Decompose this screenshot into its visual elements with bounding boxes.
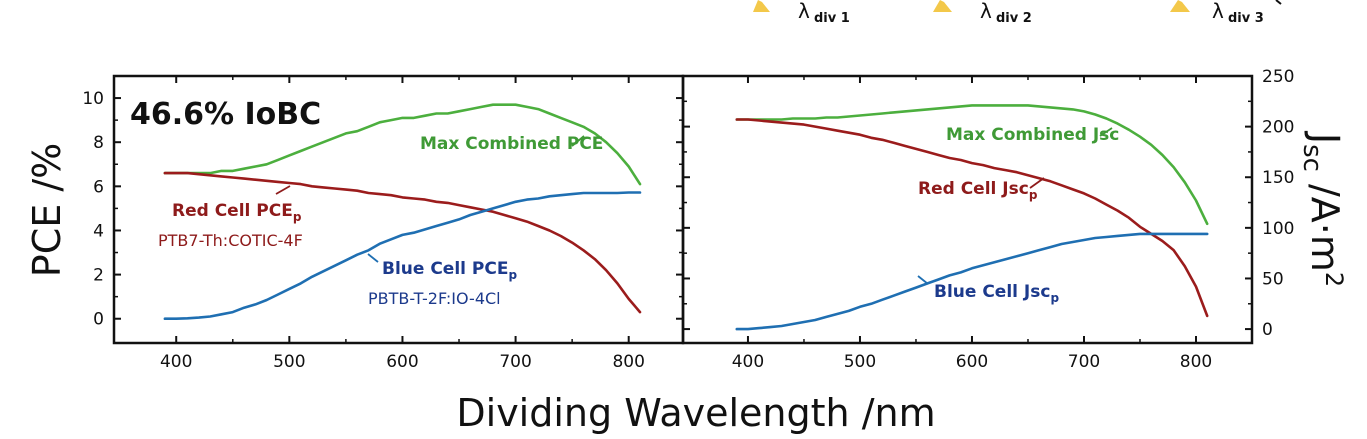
- left-y-tick-label-10: 10: [82, 89, 104, 109]
- left-y-tick-label-2: 2: [93, 266, 104, 286]
- lambda-div3-symbol: λ: [1212, 0, 1224, 23]
- label-red-cell-jsc: Red Cell Jscp: [918, 177, 1045, 202]
- right-y-tick-label-150: 150: [1262, 168, 1294, 188]
- label-max-combined-jsc-text: Max Combined Jsc: [946, 125, 1119, 145]
- blue-cell-pce-sub: p: [508, 268, 517, 282]
- right-plot-frame: [681, 74, 1254, 345]
- right-y-tick-label-100: 100: [1262, 219, 1294, 239]
- right-axis-ticks: 400 500 600 700 800 0 50 100 150 200 250: [683, 67, 1294, 372]
- lambda-div3-sub: div 3: [1228, 11, 1264, 26]
- red-cell-jsc-name: Red Cell Jsc: [918, 179, 1029, 199]
- marker-icon-1: [753, 0, 770, 12]
- leader-max-combined-pce: [571, 135, 585, 147]
- left-y-tick-label-0: 0: [93, 310, 104, 330]
- left-series-line-blue-cell-pce: [163, 191, 642, 321]
- left-x-tick-label-400: 400: [160, 352, 192, 372]
- label-max-combined-pce-text: Max Combined PCE: [420, 134, 603, 154]
- top-legend: λ div 1 λ div 2 λ div 3: [753, 0, 1282, 26]
- right-x-tick-label-800: 800: [1180, 352, 1212, 372]
- marker-icon-3: [1170, 0, 1190, 12]
- label-max-combined-pce: Max Combined PCE: [420, 134, 603, 154]
- right-x-tick-label-500: 500: [844, 352, 876, 372]
- right-y-tick-label-200: 200: [1262, 118, 1294, 138]
- left-y-tick-label-4: 4: [93, 221, 104, 241]
- left-axis-ticks: 400 500 600 700 800 0 2 4 6 8 10: [82, 76, 683, 372]
- right-y-axis-title-unit: /A·m: [1303, 172, 1347, 272]
- blue-cell-pce-name: Blue Cell PCE: [382, 259, 508, 279]
- blue-cell-jsc-sub: p: [1050, 291, 1059, 305]
- leader-red-cell-pce: [275, 185, 291, 195]
- marker-icon-2: [933, 0, 952, 12]
- leader-red-cell-jsc: [1029, 177, 1045, 189]
- right-y-tick-label-50: 50: [1262, 269, 1284, 289]
- right-series: [735, 104, 1209, 331]
- right-y-tick-label-250: 250: [1262, 67, 1294, 87]
- right-y-axis-title: Jsc /A·m2: [1297, 131, 1348, 287]
- left-y-tick-label-8: 8: [93, 133, 104, 153]
- left-series: [163, 103, 642, 321]
- label-red-cell-pce-text: Red Cell PCEp: [172, 201, 302, 224]
- right-x-tick-label-400: 400: [732, 352, 764, 372]
- right-y-axis-title-main: J: [1303, 131, 1347, 144]
- red-cell-jsc-sub: p: [1029, 188, 1038, 202]
- label-blue-cell-jsc-text: Blue Cell Jscp: [934, 282, 1059, 305]
- left-x-tick-label-700: 700: [499, 352, 531, 372]
- left-series-line-max-combined-pce: [163, 103, 642, 186]
- right-x-tick-label-700: 700: [1068, 352, 1100, 372]
- red-cell-pce-material: PTB7-Th:COTIC-4F: [158, 231, 303, 250]
- iobc-annotation: 46.6% IoBC: [130, 97, 321, 132]
- label-blue-cell-jsc: Blue Cell Jscp: [917, 275, 1059, 305]
- label-blue-cell-pce: Blue Cell PCEp PBTB-T-2F:IO-4Cl: [367, 253, 517, 308]
- label-max-combined-jsc: Max Combined Jsc: [946, 125, 1119, 145]
- label-red-cell-jsc-text: Red Cell Jscp: [918, 179, 1038, 202]
- lambda-div2-symbol: λ: [980, 0, 992, 23]
- blue-cell-jsc-name: Blue Cell Jsc: [934, 282, 1050, 302]
- right-x-tick-label-600: 600: [956, 352, 988, 372]
- right-y-tick-label-0: 0: [1262, 320, 1273, 340]
- left-x-tick-label-500: 500: [273, 352, 305, 372]
- lambda-div1-symbol: λ: [798, 0, 810, 23]
- lambda-div1-sub: div 1: [814, 11, 850, 26]
- left-series-line-red-cell-pce: [163, 171, 642, 314]
- right-y-axis-title-sup: 2: [1320, 272, 1348, 287]
- right-series-line-blue-cell-jsc: [735, 232, 1209, 331]
- red-cell-pce-name: Red Cell PCE: [172, 201, 293, 221]
- x-axis-title: Dividing Wavelength /nm: [456, 391, 935, 435]
- leader-blue-cell-pce: [367, 253, 379, 263]
- left-x-tick-label-600: 600: [386, 352, 418, 372]
- left-y-tick-label-6: 6: [93, 177, 104, 197]
- marker-stroke-3: [1275, 0, 1282, 5]
- red-cell-pce-sub: p: [293, 210, 302, 224]
- left-x-tick-label-800: 800: [612, 352, 644, 372]
- lambda-div2-sub: div 2: [996, 11, 1032, 26]
- label-red-cell-pce: Red Cell PCEp PTB7-Th:COTIC-4F: [158, 185, 303, 250]
- left-y-axis-title: PCE /%: [25, 143, 69, 277]
- leader-max-combined-jsc: [1099, 127, 1113, 137]
- right-y-axis-title-sub: sc: [1297, 144, 1327, 172]
- right-series-line-red-cell-jsc: [735, 118, 1209, 318]
- right-series-line-max-combined-jsc: [735, 104, 1209, 226]
- leader-blue-cell-jsc: [917, 275, 929, 285]
- label-blue-cell-pce-text: Blue Cell PCEp: [382, 259, 517, 282]
- blue-cell-pce-material: PBTB-T-2F:IO-4Cl: [368, 289, 501, 308]
